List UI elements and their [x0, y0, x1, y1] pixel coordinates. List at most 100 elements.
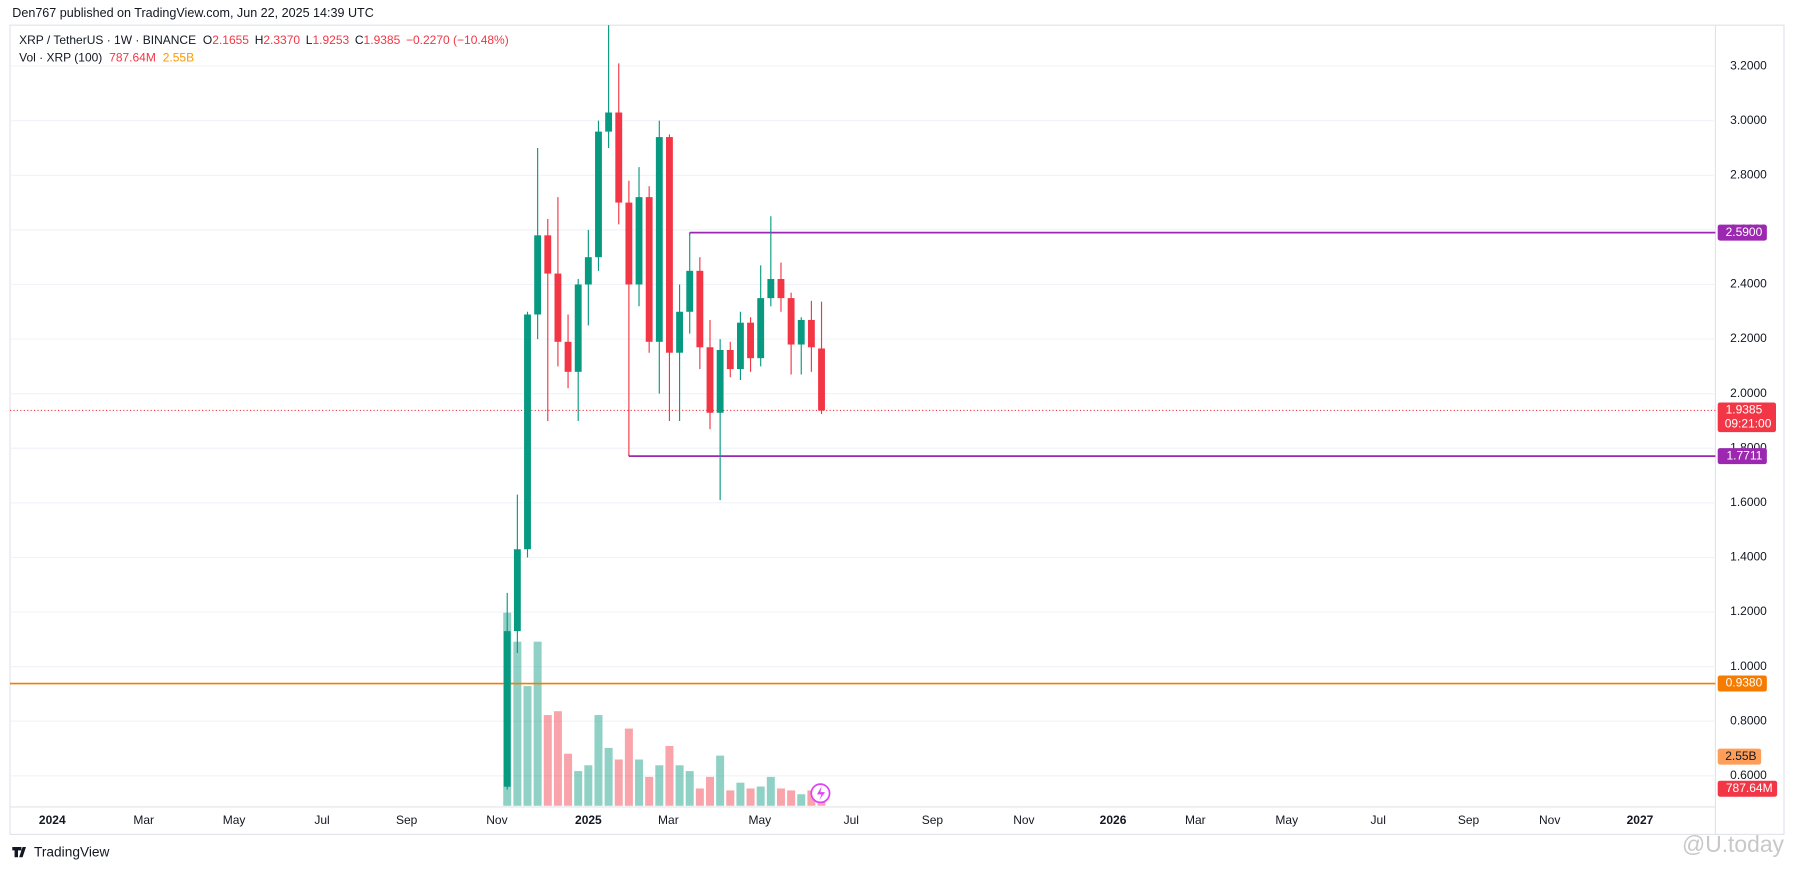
candle-body: [767, 279, 775, 299]
candle-body: [625, 202, 633, 285]
ohlc-key: O: [203, 33, 212, 47]
candle-body: [584, 257, 592, 285]
ohlc-value: 1.9385: [364, 33, 401, 47]
lightning-glyph: [816, 786, 825, 801]
volume-bar: [746, 788, 755, 806]
candle-body: [655, 137, 663, 342]
candle-body: [635, 197, 643, 285]
candle-body: [797, 319, 805, 345]
level-label: 2.5900: [1726, 225, 1763, 239]
volume-title: Vol · XRP (100): [19, 50, 102, 64]
x-tick-label: Mar: [133, 813, 154, 827]
candle-body: [818, 348, 825, 411]
axes: 0.60000.80001.00001.20001.40001.60001.80…: [39, 58, 1778, 827]
volume-last-box: [1717, 780, 1778, 797]
chart-frame: [9, 24, 1785, 835]
volume-value: 787.64M: [109, 50, 156, 64]
level-label-box: [1717, 224, 1767, 241]
x-tick-label: May: [1275, 813, 1298, 827]
footer-brand: TradingView: [34, 844, 110, 859]
candle-body: [503, 631, 511, 787]
y-tick-label: 2.2000: [1730, 331, 1767, 345]
symbol-legend: XRP / TetherUS · 1W · BINANCE O2.1655 H2.3…: [19, 33, 509, 47]
candle-body: [676, 311, 684, 353]
countdown: 09:21:00: [1725, 416, 1772, 430]
level-label: 0.9380: [1726, 676, 1763, 690]
ohlc-key: C: [355, 33, 364, 47]
candle-body: [534, 235, 542, 315]
y-tick-label: 1.4000: [1730, 550, 1767, 564]
x-tick-label: Mar: [658, 813, 679, 827]
volume-bar: [756, 786, 765, 806]
volume-bar: [736, 782, 745, 806]
candle-body: [605, 112, 613, 132]
ohlc-key: H: [255, 33, 264, 47]
volume-bar: [675, 765, 684, 806]
y-tick-label: 2.8000: [1730, 167, 1767, 181]
candle-body: [757, 298, 765, 359]
y-tick-label: 1.2000: [1730, 604, 1767, 618]
candle-body: [595, 131, 602, 258]
volume-bar: [553, 711, 562, 806]
y-tick-label: 1.6000: [1730, 495, 1767, 509]
volume-bar: [635, 759, 644, 806]
volume-bar: [766, 776, 775, 806]
x-tick-label: Sep: [1458, 813, 1480, 827]
volume-bar: [533, 641, 542, 806]
x-tick-label: Jul: [844, 813, 859, 827]
x-tick-label: May: [223, 813, 246, 827]
tv-logo: [12, 846, 26, 858]
volume-bar: [604, 747, 613, 806]
x-tick-label: Sep: [396, 813, 418, 827]
x-tick-label: Nov: [1539, 813, 1560, 827]
y-tick-label: 2.0000: [1730, 386, 1767, 400]
volume-bar: [797, 794, 806, 806]
volume-bar: [594, 715, 603, 806]
candle-body: [574, 284, 582, 372]
x-tick-label: Jul: [1371, 813, 1386, 827]
symbol: XRP / TetherUS · 1W · BINANCE: [19, 33, 196, 47]
level-label-box: [1717, 448, 1767, 465]
level-label-box: [1717, 675, 1767, 692]
volume-bar: [614, 759, 623, 806]
watermark: @U.today: [1682, 831, 1785, 857]
candle-body: [716, 349, 724, 413]
y-tick-label: 3.2000: [1730, 58, 1767, 72]
candle-body: [736, 322, 744, 370]
candle-body: [554, 273, 562, 342]
x-tick-label: 2024: [39, 813, 66, 827]
plot-area: [9, 25, 1716, 806]
candle-body: [544, 235, 552, 274]
volume-bar: [655, 765, 664, 806]
volume-bar: [574, 771, 583, 806]
level-label: 1.7711: [1726, 448, 1762, 462]
candle-body: [666, 137, 673, 353]
candle-body: [726, 349, 734, 370]
x-tick-label: Nov: [486, 813, 507, 827]
volume-ma-label: 2.55B: [1725, 749, 1756, 763]
x-tick-label: 2027: [1627, 813, 1654, 827]
y-tick-label: 0.8000: [1730, 713, 1767, 727]
candle-body: [706, 347, 714, 413]
candle-body: [564, 341, 572, 372]
volume-bar: [624, 728, 633, 806]
published-note: Den767 published on TradingView.com, Jun…: [12, 6, 374, 20]
x-tick-label: Jul: [314, 813, 329, 827]
change: −0.2270 (−10.48%): [406, 33, 509, 47]
last-price-label: 1.9385: [1726, 403, 1763, 417]
candle-body: [524, 314, 531, 550]
volume-bar: [685, 771, 694, 806]
ohlc-key: L: [306, 33, 313, 47]
volume-ma-value: 2.55B: [163, 50, 194, 64]
volume-bar: [513, 641, 522, 806]
volume-bar: [807, 790, 816, 806]
candle-body: [696, 270, 704, 348]
y-tick-label: 2.4000: [1730, 277, 1767, 291]
volume-bar: [705, 776, 714, 806]
ohlc-value: 2.1655: [212, 33, 249, 47]
volume-bar: [645, 776, 654, 806]
volume-last-label: 787.64M: [1726, 781, 1773, 795]
x-tick-label: Nov: [1013, 813, 1034, 827]
